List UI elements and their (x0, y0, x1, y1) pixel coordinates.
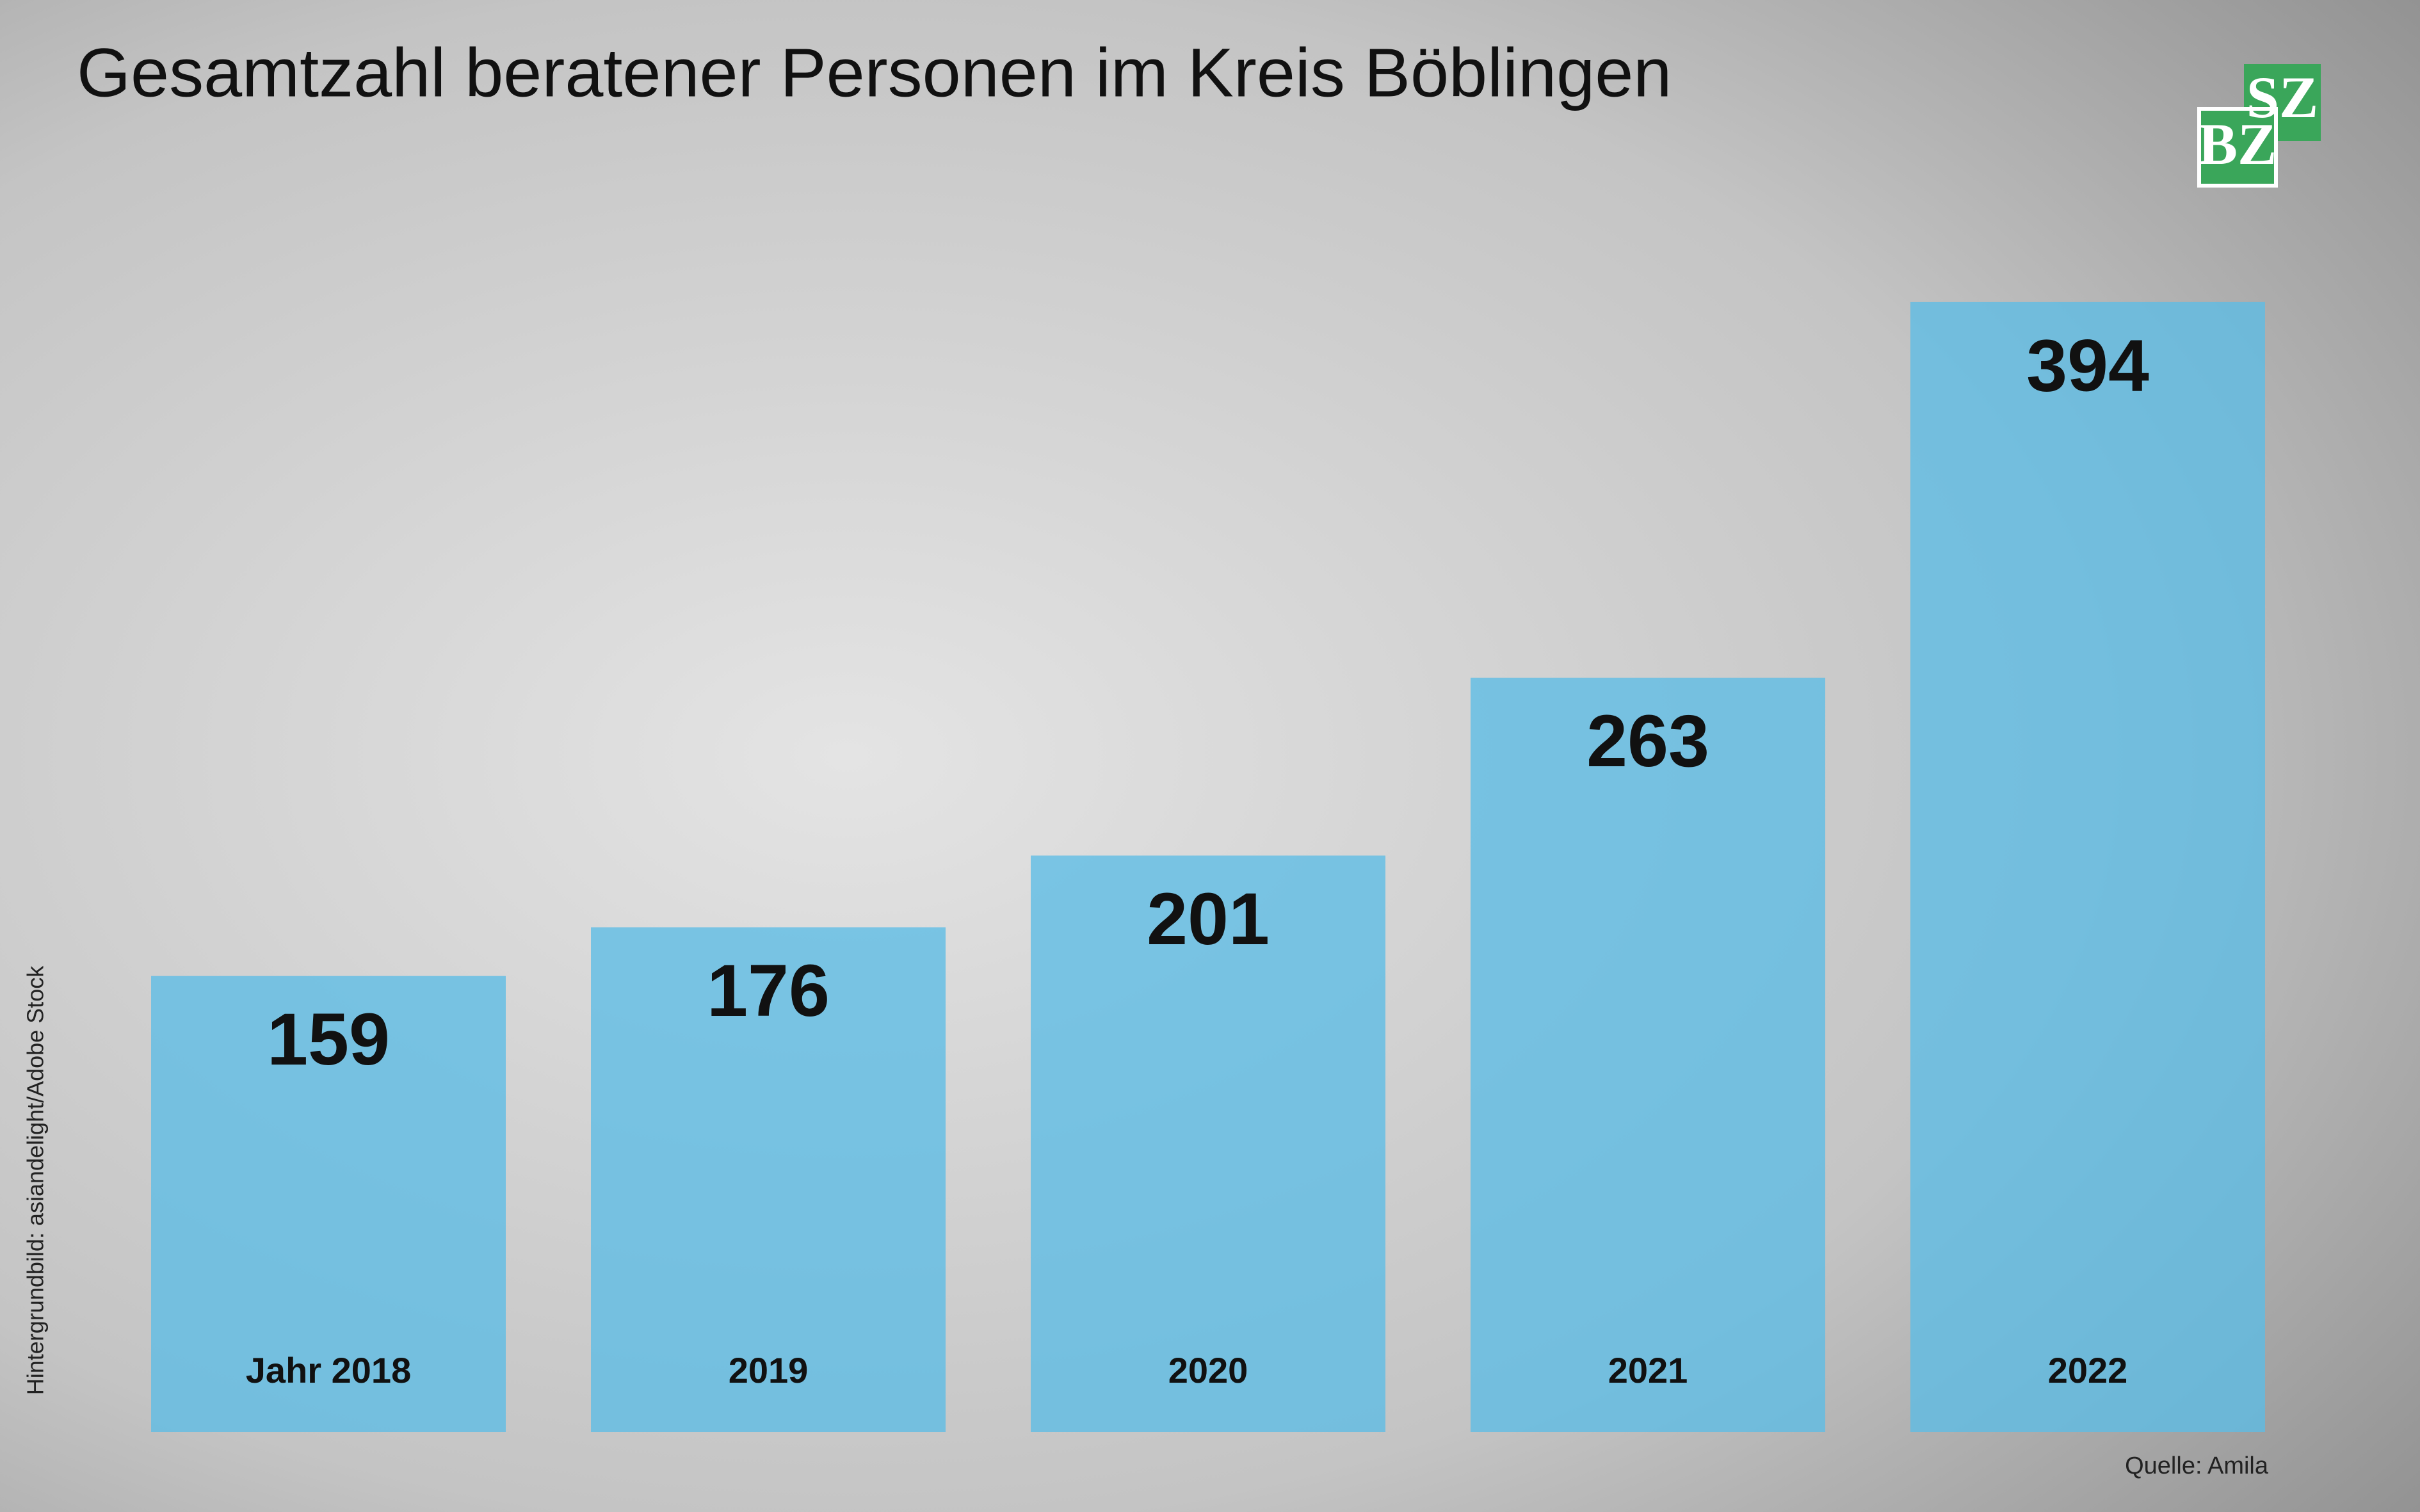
x-tick-label: 2021 (1608, 1350, 1688, 1390)
value-label: 159 (267, 999, 390, 1081)
x-tick-label: 2022 (2048, 1350, 2128, 1390)
x-tick-label: 2020 (1168, 1350, 1248, 1390)
bar (1031, 855, 1385, 1432)
bar (1910, 302, 2265, 1432)
credit: Hintergrundbild: asiandelight/Adobe Stoc… (22, 965, 49, 1395)
x-tick-label: 2019 (729, 1350, 809, 1390)
bar (1471, 677, 1825, 1432)
logo-box (2197, 107, 2278, 188)
bar (151, 976, 506, 1432)
value-label: 394 (2026, 325, 2149, 406)
source: Quelle: Amila (2125, 1452, 2269, 1479)
chart-title: Gesamtzahl beratener Personen im Kreis B… (77, 34, 1672, 111)
x-tick-label: Jahr 2018 (246, 1350, 411, 1390)
value-label: 201 (1147, 878, 1270, 960)
logo: SZ BZ (2197, 64, 2321, 188)
bar (591, 927, 946, 1432)
logo-text: BZ (2198, 111, 2277, 177)
logo-text: SZ (2247, 65, 2319, 130)
value-label: 176 (707, 950, 830, 1032)
value-label: 263 (1586, 700, 1709, 782)
